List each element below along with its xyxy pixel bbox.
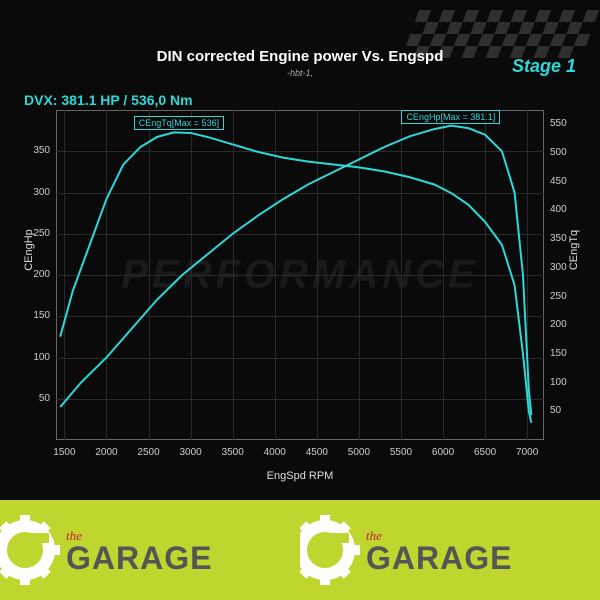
ytick-right: 150	[550, 348, 578, 359]
xtick: 3500	[218, 447, 248, 458]
logo-text: the GARAGE	[60, 528, 300, 573]
ytick-right: 550	[550, 118, 578, 129]
xtick: 3000	[176, 447, 206, 458]
ytick-right: 400	[550, 204, 578, 215]
xtick: 2500	[134, 447, 164, 458]
ytick-left: 300	[22, 187, 50, 198]
xtick: 6000	[428, 447, 458, 458]
logo-large-text: GARAGE	[66, 544, 300, 573]
gear-icon	[0, 515, 60, 585]
curves-svg	[56, 110, 544, 440]
xtick: 4500	[302, 447, 332, 458]
ytick-right: 450	[550, 176, 578, 187]
plot-area: PERFORMANCE 5010015020025030035050100150…	[56, 110, 544, 440]
ytick-left: 350	[22, 145, 50, 156]
x-axis-label: EngSpd RPM	[267, 470, 334, 482]
gear-icon	[300, 515, 360, 585]
ytick-right: 250	[550, 291, 578, 302]
xtick: 5500	[386, 447, 416, 458]
ytick-right: 100	[550, 377, 578, 388]
xtick: 7000	[512, 447, 542, 458]
ytick-left: 50	[22, 393, 50, 404]
chart-title: DIN corrected Engine power Vs. Engspd	[157, 48, 444, 65]
xtick: 4000	[260, 447, 290, 458]
summary-label: DVX: 381.1 HP / 536,0 Nm	[24, 92, 193, 108]
ytick-left: 250	[22, 228, 50, 239]
ytick-left: 100	[22, 352, 50, 363]
chart-subtitle: -hbt-1,	[287, 68, 313, 78]
ytick-right: 500	[550, 147, 578, 158]
logo-left: the GARAGE	[0, 500, 300, 600]
logo-large-text: GARAGE	[366, 544, 600, 573]
ytick-left: 200	[22, 269, 50, 280]
logo-right: the GARAGE	[300, 500, 600, 600]
xtick: 1500	[49, 447, 79, 458]
xtick: 2000	[91, 447, 121, 458]
ytick-right: 350	[550, 233, 578, 244]
logo-text: the GARAGE	[360, 528, 600, 573]
xtick: 6500	[470, 447, 500, 458]
ytick-right: 50	[550, 405, 578, 416]
footer-banner: the GARAGE the GARAGE	[0, 500, 600, 600]
xtick: 5000	[344, 447, 374, 458]
ytick-left: 150	[22, 310, 50, 321]
ytick-right: 300	[550, 262, 578, 273]
dyno-chart: DIN corrected Engine power Vs. Engspd -h…	[0, 0, 600, 500]
ytick-right: 200	[550, 319, 578, 330]
stage-label: Stage 1	[512, 56, 576, 77]
